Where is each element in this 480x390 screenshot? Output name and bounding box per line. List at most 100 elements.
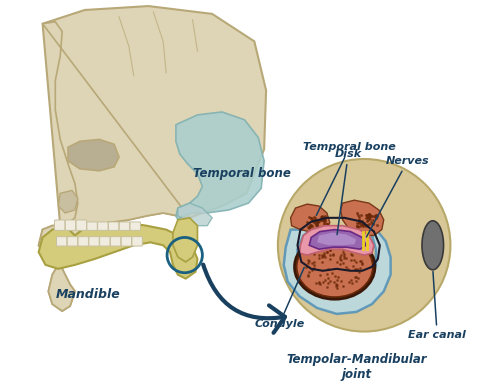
Text: Condyle: Condyle (254, 268, 305, 329)
Point (353, 210, 360, 216)
Point (362, 223, 370, 229)
Point (329, 251, 336, 257)
Point (326, 278, 334, 284)
Point (358, 261, 366, 267)
Point (348, 277, 355, 283)
Point (319, 225, 326, 231)
Point (350, 257, 358, 263)
Point (351, 266, 359, 273)
Point (318, 214, 325, 220)
Point (318, 252, 326, 258)
Text: Temporal bone: Temporal bone (192, 167, 290, 180)
Point (332, 281, 340, 287)
Point (372, 222, 380, 228)
Point (360, 222, 367, 228)
Point (346, 279, 353, 285)
Point (320, 220, 328, 227)
Point (359, 221, 367, 227)
Polygon shape (300, 226, 374, 255)
FancyBboxPatch shape (57, 237, 67, 246)
Point (362, 212, 370, 218)
Point (356, 219, 364, 225)
Point (372, 212, 380, 218)
Point (363, 212, 371, 218)
Point (360, 220, 368, 226)
Point (308, 216, 316, 222)
Point (336, 254, 344, 260)
Point (360, 223, 367, 229)
Point (311, 217, 319, 223)
Point (321, 216, 328, 223)
Text: Mandible: Mandible (55, 288, 120, 301)
Point (372, 215, 380, 221)
Point (326, 246, 334, 253)
Point (331, 273, 339, 279)
FancyBboxPatch shape (76, 220, 86, 230)
Point (339, 249, 347, 255)
Point (352, 259, 360, 266)
Point (313, 220, 321, 226)
Point (367, 213, 374, 219)
Point (302, 264, 310, 270)
Point (357, 258, 365, 264)
Point (353, 266, 360, 272)
Point (304, 273, 312, 279)
Point (355, 214, 362, 220)
Point (320, 223, 328, 230)
Point (336, 261, 344, 267)
Point (356, 223, 364, 229)
Point (320, 223, 328, 230)
Point (324, 220, 331, 227)
Point (322, 218, 329, 224)
Point (373, 213, 381, 219)
Point (310, 259, 317, 265)
Point (334, 275, 342, 281)
Point (352, 267, 360, 273)
Point (308, 266, 315, 273)
Point (306, 223, 314, 230)
Point (313, 219, 321, 225)
Point (315, 278, 323, 285)
Point (317, 217, 325, 223)
Point (303, 219, 311, 225)
Point (304, 224, 312, 230)
Point (332, 283, 339, 289)
Point (324, 249, 331, 255)
Point (324, 266, 332, 272)
FancyBboxPatch shape (78, 237, 88, 246)
Point (323, 220, 330, 227)
Polygon shape (176, 112, 264, 220)
Point (313, 247, 321, 254)
Point (333, 282, 340, 288)
Point (321, 254, 328, 260)
Point (354, 223, 362, 230)
Circle shape (278, 159, 450, 332)
Point (320, 219, 327, 225)
Point (312, 222, 320, 229)
Point (308, 259, 315, 266)
Point (322, 221, 330, 227)
Point (323, 249, 331, 255)
FancyArrowPatch shape (203, 264, 285, 333)
Polygon shape (68, 139, 119, 171)
Point (318, 213, 326, 219)
FancyBboxPatch shape (87, 222, 97, 230)
Point (349, 263, 357, 269)
Text: Nerves: Nerves (366, 156, 429, 237)
Point (326, 247, 334, 254)
Point (310, 216, 317, 223)
Point (342, 264, 349, 270)
Point (368, 213, 376, 220)
Point (348, 280, 356, 286)
Point (369, 217, 376, 223)
FancyBboxPatch shape (100, 237, 110, 246)
Point (333, 259, 340, 265)
Point (318, 254, 326, 261)
Point (310, 265, 318, 271)
Point (355, 275, 362, 281)
Point (314, 219, 322, 225)
Point (365, 211, 372, 217)
Point (340, 252, 348, 259)
Point (337, 277, 345, 284)
Point (326, 256, 334, 262)
